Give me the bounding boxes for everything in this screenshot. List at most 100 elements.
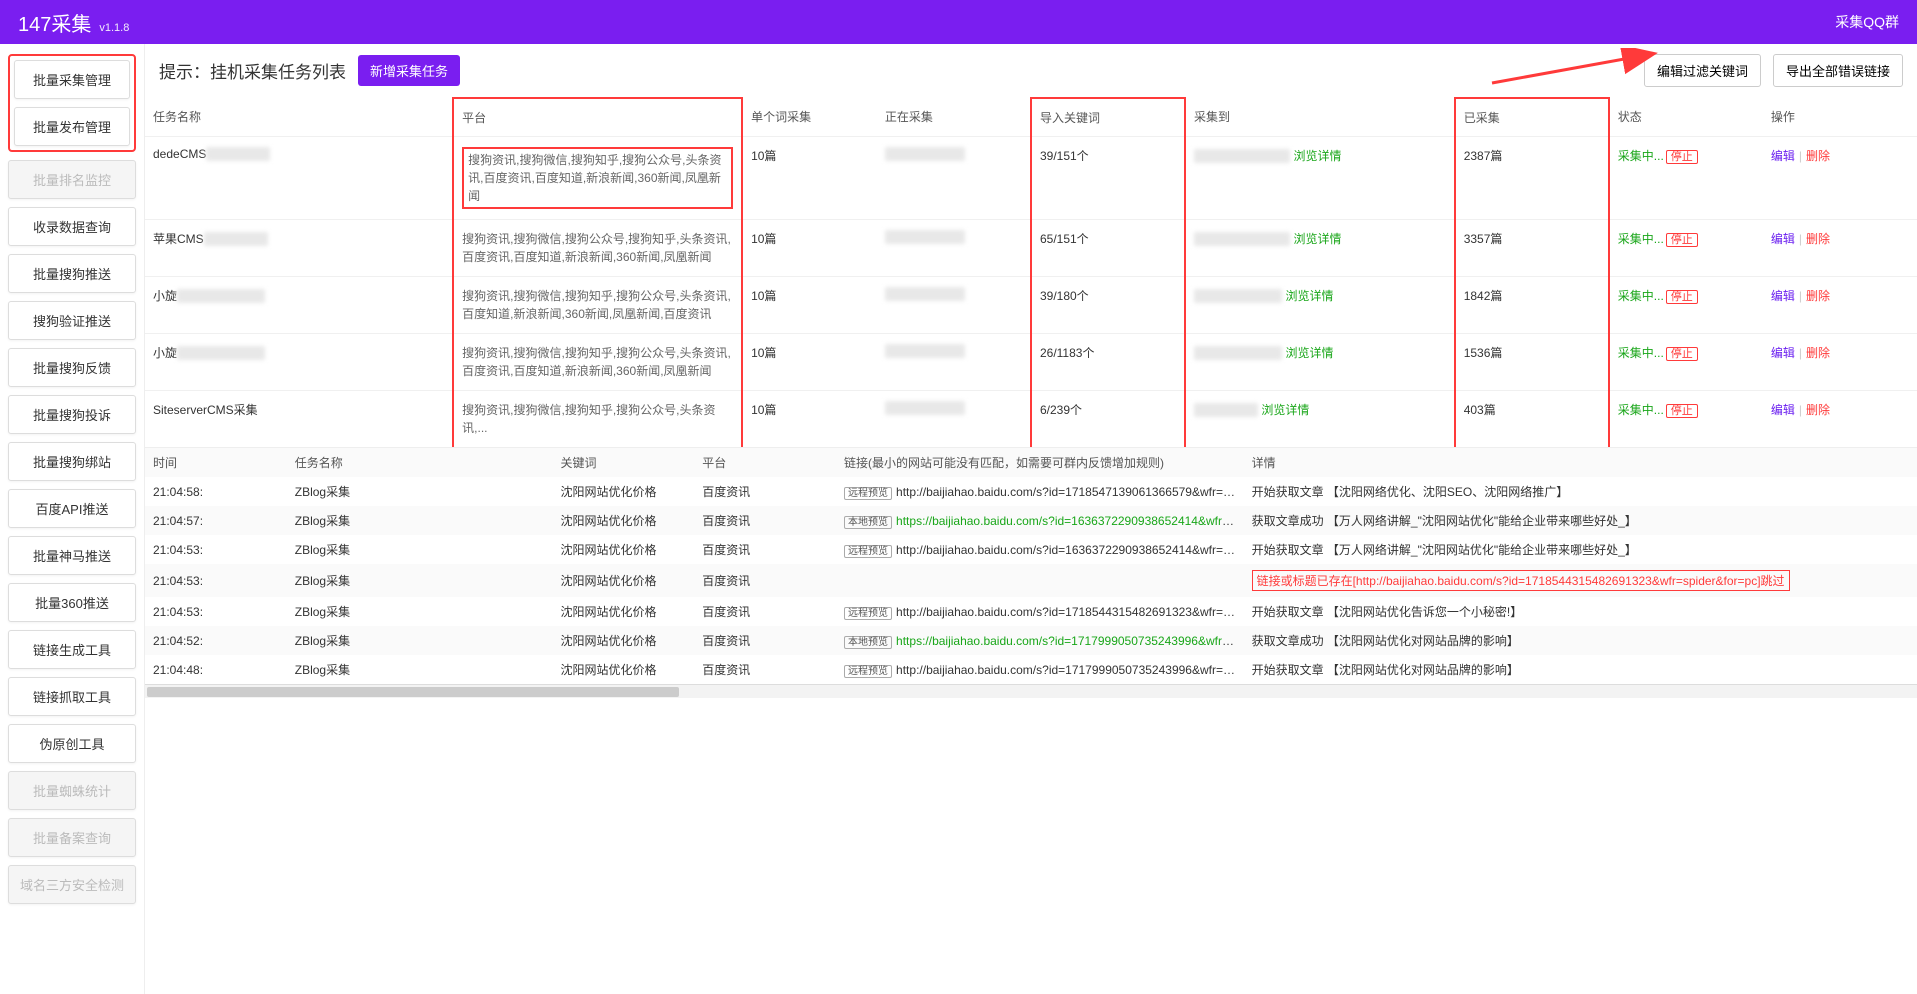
delete-link[interactable]: 删除 (1806, 403, 1830, 417)
sidebar-highlighted-group: 批量采集管理批量发布管理 (8, 54, 136, 152)
stop-button[interactable]: 停止 (1666, 404, 1698, 418)
log-detail: 获取文章成功 【万人网络讲解_"沈阳网站优化"能给企业带来哪些好处_】 (1252, 514, 1637, 528)
log-url[interactable]: https://baijiahao.baidu.com/s?id=1636372… (896, 514, 1244, 528)
task-row: dedeCMSXXXXXXXX搜狗资讯,搜狗微信,搜狗知乎,搜狗公众号,头条资讯… (145, 137, 1917, 220)
sidebar-item[interactable]: 链接生成工具 (8, 630, 136, 669)
log-time: 21:04:52: (145, 626, 287, 655)
delete-link[interactable]: 删除 (1806, 232, 1830, 246)
sidebar-item[interactable]: 批量搜狗绑站 (8, 442, 136, 481)
edit-link[interactable]: 编辑 (1771, 149, 1795, 163)
log-platform: 百度资讯 (694, 477, 836, 506)
keyword-count: 39/180个 (1040, 289, 1089, 303)
keyword-count: 39/151个 (1040, 149, 1089, 163)
log-col-header: 任务名称 (287, 448, 553, 477)
sidebar-item: 批量蜘蛛统计 (8, 771, 136, 810)
log-url[interactable]: http://baijiahao.baidu.com/s?id=16363722… (896, 543, 1239, 557)
delete-link[interactable]: 删除 (1806, 346, 1830, 360)
single-count: 10篇 (751, 403, 776, 417)
sidebar-item: 批量备案查询 (8, 818, 136, 857)
doing-blur: XXXXXXXXXX (885, 230, 965, 244)
log-detail: 开始获取文章 【沈阳网站优化告诉您一个小秘密!】 (1252, 605, 1523, 619)
log-url[interactable]: http://baijiahao.baidu.com/s?id=17185443… (896, 605, 1239, 619)
edit-link[interactable]: 编辑 (1771, 289, 1795, 303)
log-time: 21:04:53: (145, 564, 287, 597)
doing-blur: XXXXXXXXXX (885, 147, 965, 161)
log-keyword: 沈阳网站优化价格 (553, 626, 695, 655)
sidebar-item[interactable]: 收录数据查询 (8, 207, 136, 246)
delete-link[interactable]: 删除 (1806, 289, 1830, 303)
sidebar-item[interactable]: 批量搜狗反馈 (8, 348, 136, 387)
new-task-button[interactable]: 新增采集任务 (358, 55, 460, 86)
log-platform: 百度资讯 (694, 597, 836, 626)
export-errors-button[interactable]: 导出全部错误链接 (1773, 54, 1903, 87)
edit-link[interactable]: 编辑 (1771, 346, 1795, 360)
preview-tag[interactable]: 远程预览 (844, 607, 892, 620)
status-text: 采集中... (1618, 289, 1664, 303)
log-col-header: 链接(最小的网站可能没有匹配，如需要可群内反馈增加规则) (836, 448, 1244, 477)
task-col-header: 正在采集 (877, 98, 1031, 137)
log-detail-cell: 开始获取文章 【沈阳网络优化、沈阳SEO、沈阳网络推广】 (1244, 477, 1917, 506)
log-url[interactable]: http://baijiahao.baidu.com/s?id=17185471… (896, 485, 1239, 499)
sidebar-item[interactable]: 批量360推送 (8, 583, 136, 622)
app-header: 147采集 v1.1.8 采集QQ群 (0, 0, 1917, 44)
header-qq-link[interactable]: 采集QQ群 (1835, 12, 1899, 32)
edit-link[interactable]: 编辑 (1771, 232, 1795, 246)
log-url[interactable]: http://baijiahao.baidu.com/s?id=17179990… (896, 663, 1239, 677)
log-keyword: 沈阳网站优化价格 (553, 597, 695, 626)
log-task: ZBlog采集 (287, 535, 553, 564)
keyword-count: 6/239个 (1040, 403, 1082, 417)
log-task: ZBlog采集 (287, 506, 553, 535)
log-detail-cell: 获取文章成功 【万人网络讲解_"沈阳网站优化"能给企业带来哪些好处_】 (1244, 506, 1917, 535)
sidebar-item[interactable]: 搜狗验证推送 (8, 301, 136, 340)
log-detail: 开始获取文章 【万人网络讲解_"沈阳网站优化"能给企业带来哪些好处_】 (1252, 543, 1637, 557)
browse-detail-link[interactable]: 浏览详情 (1285, 346, 1333, 360)
log-time: 21:04:48: (145, 655, 287, 684)
browse-detail-link[interactable]: 浏览详情 (1261, 403, 1309, 417)
preview-tag[interactable]: 本地预览 (844, 516, 892, 529)
sidebar-item[interactable]: 批量搜狗投诉 (8, 395, 136, 434)
status-text: 采集中... (1618, 232, 1664, 246)
edit-link[interactable]: 编辑 (1771, 403, 1795, 417)
log-url[interactable]: https://baijiahao.baidu.com/s?id=1717999… (896, 634, 1244, 648)
task-row: 苹果CMSXXXXXXXX搜狗资讯,搜狗微信,搜狗公众号,搜狗知乎,头条资讯,百… (145, 220, 1917, 277)
log-detail: 开始获取文章 【沈阳网络优化、沈阳SEO、沈阳网络推广】 (1252, 485, 1569, 499)
sidebar-item-1[interactable]: 批量发布管理 (14, 107, 130, 146)
task-row: 小旋XXXXXXXXXXX搜狗资讯,搜狗微信,搜狗知乎,搜狗公众号,头条资讯,百… (145, 334, 1917, 391)
preview-tag[interactable]: 远程预览 (844, 487, 892, 500)
sidebar-item[interactable]: 批量神马推送 (8, 536, 136, 575)
log-link-cell: 远程预览 http://baijiahao.baidu.com/s?id=1718… (836, 477, 1244, 506)
task-col-header: 操作 (1763, 98, 1917, 137)
platform-cell: 搜狗资讯,搜狗微信,搜狗知乎,搜狗公众号,头条资讯,百度资讯,百度知道,新浪新闻… (462, 147, 733, 209)
task-col-header: 状态 (1609, 98, 1763, 137)
browse-detail-link[interactable]: 浏览详情 (1293, 232, 1341, 246)
browse-detail-link[interactable]: 浏览详情 (1285, 289, 1333, 303)
log-row: 21:04:52:ZBlog采集沈阳网站优化价格百度资讯本地预览https://… (145, 626, 1917, 655)
task-col-header: 任务名称 (145, 98, 453, 137)
browse-detail-link[interactable]: 浏览详情 (1293, 149, 1341, 163)
sidebar-item[interactable]: 百度API推送 (8, 489, 136, 528)
stop-button[interactable]: 停止 (1666, 233, 1698, 247)
stop-button[interactable]: 停止 (1666, 150, 1698, 164)
main-panel: 提示：挂机采集任务列表 新增采集任务 编辑过滤关键词 导出全部错误链接 任务名称… (145, 44, 1917, 994)
log-platform: 百度资讯 (694, 626, 836, 655)
status-text: 采集中... (1618, 346, 1664, 360)
sidebar-item[interactable]: 链接抓取工具 (8, 677, 136, 716)
log-keyword: 沈阳网站优化价格 (553, 655, 695, 684)
preview-tag[interactable]: 本地预览 (844, 636, 892, 649)
horizontal-scrollbar[interactable] (145, 684, 1917, 698)
stop-button[interactable]: 停止 (1666, 347, 1698, 361)
delete-link[interactable]: 删除 (1806, 149, 1830, 163)
sidebar-item[interactable]: 批量搜狗推送 (8, 254, 136, 293)
filter-keywords-button[interactable]: 编辑过滤关键词 (1644, 54, 1761, 87)
task-col-header: 采集到 (1185, 98, 1455, 137)
platform-cell: 搜狗资讯,搜狗微信,搜狗知乎,搜狗公众号,头条资讯,... (462, 403, 715, 435)
preview-tag[interactable]: 远程预览 (844, 545, 892, 558)
sidebar: 批量采集管理批量发布管理 批量排名监控收录数据查询批量搜狗推送搜狗验证推送批量搜… (0, 44, 145, 994)
log-row: 21:04:53:ZBlog采集沈阳网站优化价格百度资讯远程预览http://b… (145, 597, 1917, 626)
log-detail: 获取文章成功 【沈阳网站优化对网站品牌的影响】 (1252, 634, 1519, 648)
sidebar-item-0[interactable]: 批量采集管理 (14, 60, 130, 99)
sidebar-item[interactable]: 伪原创工具 (8, 724, 136, 763)
log-time: 21:04:58: (145, 477, 287, 506)
preview-tag[interactable]: 远程预览 (844, 665, 892, 678)
stop-button[interactable]: 停止 (1666, 290, 1698, 304)
